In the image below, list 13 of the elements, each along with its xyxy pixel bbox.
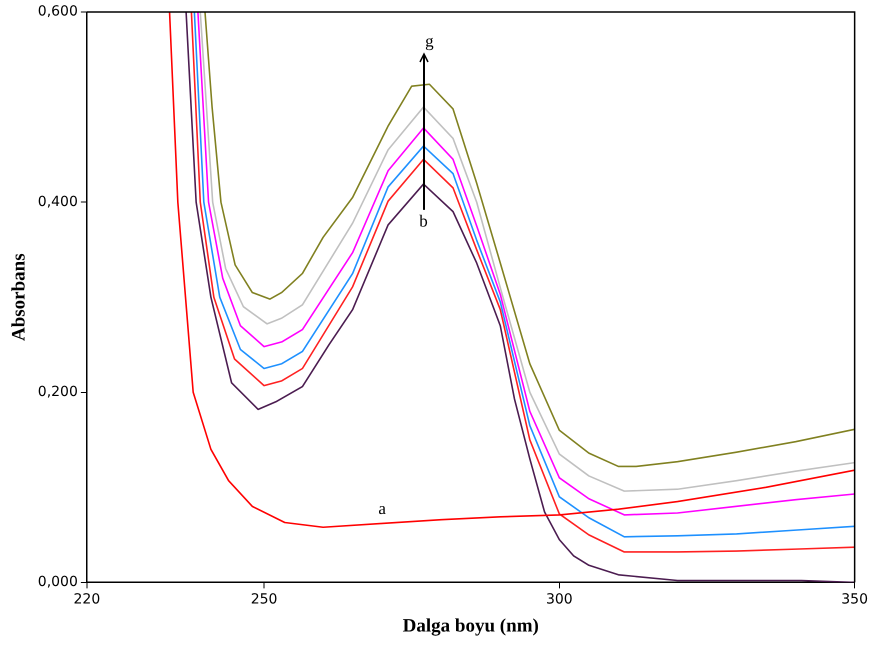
x-tick-label: 350	[841, 591, 868, 608]
x-tick-label: 220	[74, 591, 100, 608]
y-axis-title: Absorbans	[8, 253, 30, 342]
y-tick-label: 0,200	[38, 384, 78, 400]
y-tick-label: 0,000	[38, 574, 78, 590]
y-tick-label: 0,400	[38, 194, 78, 210]
x-tick-label: 250	[250, 591, 278, 608]
y-tick-label: 0,600	[38, 4, 78, 20]
x-axis-title: Dalga boyu (nm)	[402, 616, 539, 637]
series-label: a	[378, 498, 386, 518]
x-tick-label: 300	[546, 591, 573, 608]
series-label: g	[425, 32, 434, 51]
series-label: b	[419, 212, 428, 231]
